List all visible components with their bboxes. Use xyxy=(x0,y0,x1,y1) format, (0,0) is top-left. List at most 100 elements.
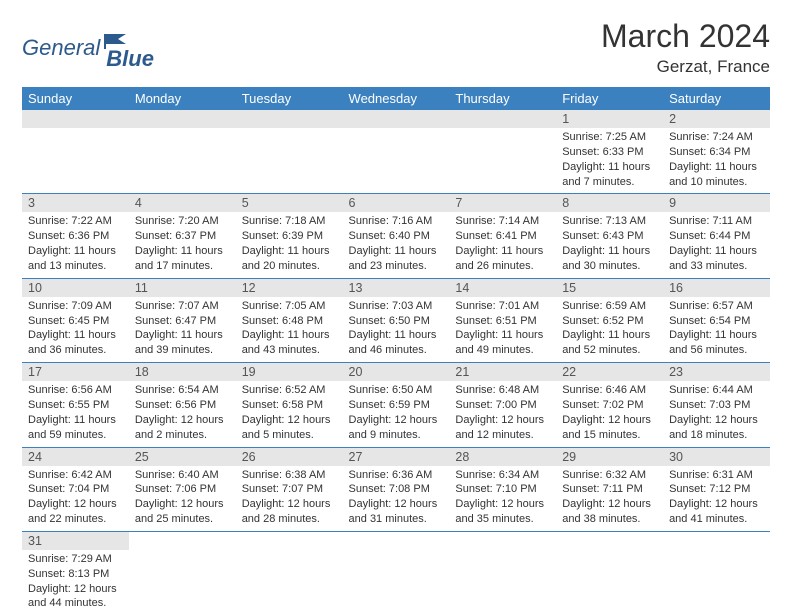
day-number: 1 xyxy=(556,110,663,128)
day-header-fri: Friday xyxy=(556,87,663,110)
day-data: Sunrise: 7:11 AMSunset: 6:44 PMDaylight:… xyxy=(663,212,770,277)
calendar-table: Sunday Monday Tuesday Wednesday Thursday… xyxy=(22,87,770,615)
calendar-cell xyxy=(343,531,450,615)
day-number: 29 xyxy=(556,448,663,466)
sunrise-text: Sunrise: 7:09 AM xyxy=(28,299,123,314)
daylight-text-1: Daylight: 12 hours xyxy=(669,413,764,428)
day-number: 27 xyxy=(343,448,450,466)
sunset-text: Sunset: 6:39 PM xyxy=(242,229,337,244)
sunrise-text: Sunrise: 7:05 AM xyxy=(242,299,337,314)
day-number: 18 xyxy=(129,363,236,381)
daylight-text-2: and 36 minutes. xyxy=(28,343,123,358)
sunset-text: Sunset: 7:02 PM xyxy=(562,398,657,413)
day-number: 17 xyxy=(22,363,129,381)
daylight-text-2: and 46 minutes. xyxy=(349,343,444,358)
day-number-empty xyxy=(236,110,343,128)
sunrise-text: Sunrise: 6:40 AM xyxy=(135,468,230,483)
daylight-text-1: Daylight: 12 hours xyxy=(349,413,444,428)
sunset-text: Sunset: 7:08 PM xyxy=(349,482,444,497)
day-number-empty xyxy=(129,110,236,128)
daylight-text-1: Daylight: 11 hours xyxy=(455,328,550,343)
daylight-text-2: and 25 minutes. xyxy=(135,512,230,527)
day-data: Sunrise: 6:56 AMSunset: 6:55 PMDaylight:… xyxy=(22,381,129,446)
calendar-row: 31Sunrise: 7:29 AMSunset: 8:13 PMDayligh… xyxy=(22,531,770,615)
sunrise-text: Sunrise: 6:46 AM xyxy=(562,383,657,398)
day-number: 8 xyxy=(556,194,663,212)
daylight-text-1: Daylight: 12 hours xyxy=(562,413,657,428)
day-data: Sunrise: 7:13 AMSunset: 6:43 PMDaylight:… xyxy=(556,212,663,277)
sunrise-text: Sunrise: 7:03 AM xyxy=(349,299,444,314)
calendar-cell xyxy=(449,531,556,615)
day-number: 15 xyxy=(556,279,663,297)
daylight-text-2: and 31 minutes. xyxy=(349,512,444,527)
sunset-text: Sunset: 7:10 PM xyxy=(455,482,550,497)
sunset-text: Sunset: 6:55 PM xyxy=(28,398,123,413)
day-data: Sunrise: 7:25 AMSunset: 6:33 PMDaylight:… xyxy=(556,128,663,193)
sunset-text: Sunset: 8:13 PM xyxy=(28,567,123,582)
calendar-header-row: Sunday Monday Tuesday Wednesday Thursday… xyxy=(22,87,770,110)
calendar-cell: 10Sunrise: 7:09 AMSunset: 6:45 PMDayligh… xyxy=(22,278,129,362)
calendar-cell xyxy=(449,110,556,194)
daylight-text-2: and 17 minutes. xyxy=(135,259,230,274)
day-number: 16 xyxy=(663,279,770,297)
daylight-text-1: Daylight: 12 hours xyxy=(242,413,337,428)
daylight-text-2: and 9 minutes. xyxy=(349,428,444,443)
title-block: March 2024 Gerzat, France xyxy=(601,18,770,77)
sunset-text: Sunset: 7:06 PM xyxy=(135,482,230,497)
daylight-text-2: and 26 minutes. xyxy=(455,259,550,274)
daylight-text-2: and 23 minutes. xyxy=(349,259,444,274)
sunset-text: Sunset: 6:44 PM xyxy=(669,229,764,244)
calendar-cell: 20Sunrise: 6:50 AMSunset: 6:59 PMDayligh… xyxy=(343,363,450,447)
day-data: Sunrise: 6:54 AMSunset: 6:56 PMDaylight:… xyxy=(129,381,236,446)
day-number: 13 xyxy=(343,279,450,297)
day-number-empty xyxy=(343,110,450,128)
day-number-empty xyxy=(449,110,556,128)
day-number: 19 xyxy=(236,363,343,381)
daylight-text-1: Daylight: 11 hours xyxy=(28,244,123,259)
day-data: Sunrise: 6:50 AMSunset: 6:59 PMDaylight:… xyxy=(343,381,450,446)
daylight-text-1: Daylight: 11 hours xyxy=(349,244,444,259)
daylight-text-1: Daylight: 11 hours xyxy=(135,328,230,343)
day-number: 23 xyxy=(663,363,770,381)
daylight-text-2: and 18 minutes. xyxy=(669,428,764,443)
sunset-text: Sunset: 6:48 PM xyxy=(242,314,337,329)
sunset-text: Sunset: 6:58 PM xyxy=(242,398,337,413)
daylight-text-1: Daylight: 12 hours xyxy=(135,413,230,428)
day-number: 2 xyxy=(663,110,770,128)
day-number: 3 xyxy=(22,194,129,212)
logo-text-general: General xyxy=(22,35,100,61)
sunset-text: Sunset: 7:00 PM xyxy=(455,398,550,413)
calendar-cell xyxy=(663,531,770,615)
sunrise-text: Sunrise: 7:01 AM xyxy=(455,299,550,314)
daylight-text-1: Daylight: 12 hours xyxy=(28,582,123,597)
daylight-text-1: Daylight: 11 hours xyxy=(669,328,764,343)
daylight-text-2: and 2 minutes. xyxy=(135,428,230,443)
page-title: March 2024 xyxy=(601,18,770,55)
calendar-cell: 4Sunrise: 7:20 AMSunset: 6:37 PMDaylight… xyxy=(129,194,236,278)
calendar-cell: 9Sunrise: 7:11 AMSunset: 6:44 PMDaylight… xyxy=(663,194,770,278)
sunrise-text: Sunrise: 6:34 AM xyxy=(455,468,550,483)
daylight-text-1: Daylight: 12 hours xyxy=(135,497,230,512)
sunrise-text: Sunrise: 6:36 AM xyxy=(349,468,444,483)
daylight-text-2: and 35 minutes. xyxy=(455,512,550,527)
calendar-body: 1Sunrise: 7:25 AMSunset: 6:33 PMDaylight… xyxy=(22,110,770,615)
sunset-text: Sunset: 6:59 PM xyxy=(349,398,444,413)
calendar-cell: 30Sunrise: 6:31 AMSunset: 7:12 PMDayligh… xyxy=(663,447,770,531)
sunrise-text: Sunrise: 6:32 AM xyxy=(562,468,657,483)
sunset-text: Sunset: 6:52 PM xyxy=(562,314,657,329)
sunrise-text: Sunrise: 6:42 AM xyxy=(28,468,123,483)
day-data: Sunrise: 6:46 AMSunset: 7:02 PMDaylight:… xyxy=(556,381,663,446)
sunrise-text: Sunrise: 7:14 AM xyxy=(455,214,550,229)
sunrise-text: Sunrise: 6:52 AM xyxy=(242,383,337,398)
sunset-text: Sunset: 6:36 PM xyxy=(28,229,123,244)
day-header-sat: Saturday xyxy=(663,87,770,110)
day-data: Sunrise: 6:32 AMSunset: 7:11 PMDaylight:… xyxy=(556,466,663,531)
sunrise-text: Sunrise: 6:50 AM xyxy=(349,383,444,398)
day-header-wed: Wednesday xyxy=(343,87,450,110)
day-number-empty xyxy=(22,110,129,128)
daylight-text-1: Daylight: 11 hours xyxy=(349,328,444,343)
day-number: 20 xyxy=(343,363,450,381)
calendar-row: 17Sunrise: 6:56 AMSunset: 6:55 PMDayligh… xyxy=(22,363,770,447)
calendar-row: 1Sunrise: 7:25 AMSunset: 6:33 PMDaylight… xyxy=(22,110,770,194)
sunrise-text: Sunrise: 7:13 AM xyxy=(562,214,657,229)
